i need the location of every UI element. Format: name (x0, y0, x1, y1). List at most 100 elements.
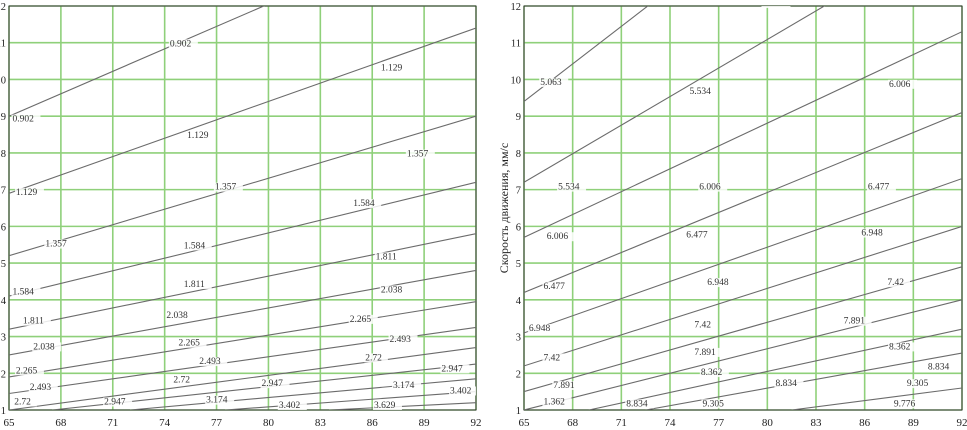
contour-label: 1.129 (16, 188, 38, 198)
y-tick-label: 10 (511, 75, 522, 86)
contour-label: 3.629 (374, 401, 396, 411)
x-tick-label: 80 (263, 417, 275, 429)
contour-label: 1.811 (184, 280, 205, 290)
contour-line (524, 225, 962, 367)
contour-label-bg (165, 311, 195, 321)
contour-label-bg (905, 379, 935, 389)
x-tick-label: 86 (367, 417, 379, 429)
contour-label: 1.362 (543, 397, 565, 407)
contour-label: 1.584 (184, 241, 206, 251)
contour-label-bg (348, 314, 378, 324)
contour-label-bg (32, 342, 62, 352)
contour-line (588, 328, 962, 410)
contour-label-bg (14, 366, 44, 376)
contour-line (9, 301, 476, 378)
contour-line (524, 31, 962, 238)
contour-label-bg (545, 232, 575, 242)
contour-label-bg (761, 6, 791, 8)
contour-label: 6.948 (529, 324, 551, 334)
contour-label: 3.402 (279, 401, 301, 411)
plot-frame (8, 5, 477, 411)
contour-label: 6.477 (543, 282, 565, 292)
contour-label: 6.006 (547, 232, 569, 242)
contour-label-bg (13, 397, 37, 407)
contour-line (9, 181, 476, 297)
contour-label: 2.038 (166, 311, 188, 321)
y-tick-label: 7 (1, 186, 6, 197)
x-tick-label: 68 (55, 417, 67, 429)
contour-labels: 0.902 0.902 1.129 1.129 1.129 1.357 1.357 1.357… (11, 39, 476, 411)
y-tick-label: 8 (516, 149, 521, 160)
contour-line (225, 391, 476, 410)
contour-label: 2.265 (350, 315, 372, 325)
contour-line (328, 402, 476, 410)
x-tick-label: 68 (567, 417, 579, 429)
contour-labels: 5.063 5.534 5.534 5.534 6.006 6.006 6.006 6.477… (527, 6, 956, 409)
x-tick-label: 83 (315, 417, 327, 429)
y-tick-label: 10 (0, 75, 6, 86)
contour-label-bg (177, 338, 207, 348)
contour-label-bg (539, 77, 569, 87)
y-tick-label: 11 (0, 39, 6, 50)
contour-label-bg (182, 279, 212, 289)
contour-label: 2.72 (173, 375, 190, 385)
contour-label: 2.947 (441, 364, 463, 374)
contour-label-bg (21, 316, 51, 326)
contour-line (524, 178, 962, 334)
contour-line (9, 347, 476, 410)
contour-label: 8.834 (928, 363, 950, 373)
contour-label-bg (842, 316, 872, 326)
x-tick-label: 83 (811, 417, 823, 429)
contour-label: 8.362 (889, 342, 911, 352)
contour-label: 7.42 (887, 278, 904, 288)
y-tick-label: 3 (1, 333, 6, 344)
contour-label: 3.174 (393, 381, 415, 391)
contour-line (9, 269, 476, 356)
contour-label: 3.174 (206, 396, 228, 406)
contour-label-bg (379, 285, 409, 295)
contour-label-bg (440, 364, 470, 374)
contour-label: 7.42 (694, 320, 711, 330)
contour-label: 1.129 (187, 131, 209, 141)
contour-label: 8.362 (701, 368, 723, 378)
contour-label: 2.265 (179, 339, 201, 349)
x-tick-label: 71 (616, 417, 627, 429)
contour-label-bg (693, 347, 723, 357)
contour-label: 6.477 (686, 230, 708, 240)
contour-label: 1.357 (407, 150, 429, 160)
contour-lines (9, 6, 476, 410)
contour-line (524, 266, 962, 393)
contour-label-bg (205, 395, 235, 405)
contour-label-bg (701, 399, 731, 409)
contour-label-bg (374, 252, 404, 262)
x-tick-label: 77 (713, 417, 725, 429)
contour-line (524, 6, 649, 102)
contour-label-bg (688, 87, 718, 97)
contour-label-bg (28, 382, 58, 392)
contour-label: 1.357 (45, 240, 67, 250)
contour-line (9, 27, 476, 194)
contour-label-bg (698, 182, 728, 192)
y-tick-label: 2 (516, 369, 521, 380)
contour-label-bg (364, 353, 388, 363)
contour-label: 6.948 (707, 278, 729, 288)
contour-label-bg (186, 131, 216, 141)
contour-label-bg (886, 278, 910, 288)
x-tick-label: 92 (471, 417, 482, 429)
y-tick-label: 3 (516, 333, 521, 344)
contour-label-bg (693, 320, 717, 330)
contour-label: 9.776 (894, 399, 916, 409)
y-tick-label: 4 (516, 296, 522, 307)
contour-label-bg (527, 324, 557, 334)
contour-label-bg (277, 401, 307, 410)
x-tick-label: 80 (762, 417, 774, 429)
contour-label-bg (11, 114, 41, 124)
contour-label: 6.006 (889, 80, 911, 90)
contour-label-bg (372, 401, 402, 410)
x-tick-label: 77 (211, 417, 223, 429)
contour-label-bg (44, 239, 74, 249)
contour-label-bg (699, 368, 729, 378)
contour-label-bg (405, 149, 435, 159)
contour-label-bg (391, 380, 421, 390)
contour-label-bg (552, 380, 582, 390)
